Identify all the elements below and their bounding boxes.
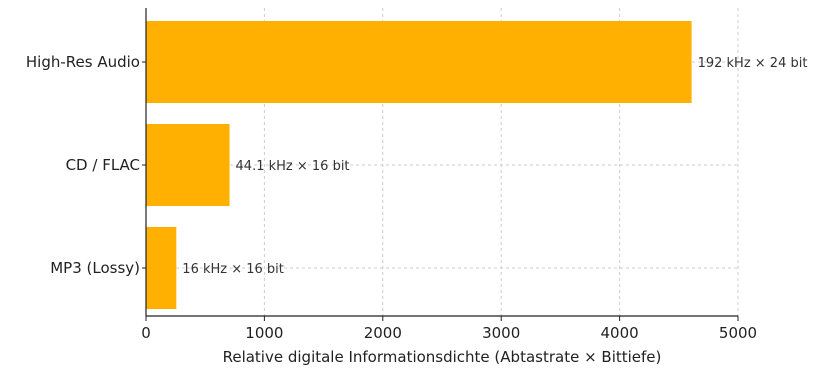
x-tick-label: 5000 bbox=[719, 324, 757, 342]
x-tick-label: 2000 bbox=[364, 324, 402, 342]
labels: High-Res Audio 192 kHz × 24 bit CD / FLAC 4… bbox=[26, 53, 808, 342]
data-label: 44.1 kHz × 16 bit bbox=[236, 159, 350, 174]
axes bbox=[142, 8, 739, 321]
category-label: MP3 (Lossy) bbox=[50, 259, 140, 277]
x-tick-label: 3000 bbox=[482, 324, 520, 342]
bars bbox=[146, 21, 692, 309]
category-label: High-Res Audio bbox=[26, 53, 140, 71]
data-label: 192 kHz × 24 bit bbox=[698, 56, 808, 71]
x-tick-label: 4000 bbox=[601, 324, 639, 342]
x-tick-label: 0 bbox=[141, 324, 151, 342]
x-axis-title: Relative digitale Informationsdichte (Ab… bbox=[223, 348, 662, 366]
bar bbox=[146, 227, 177, 309]
bar bbox=[146, 21, 692, 103]
category-label: CD / FLAC bbox=[66, 156, 140, 174]
bar bbox=[146, 124, 230, 206]
x-tick-label: 1000 bbox=[245, 324, 283, 342]
data-label: 16 kHz × 16 bit bbox=[182, 262, 284, 277]
